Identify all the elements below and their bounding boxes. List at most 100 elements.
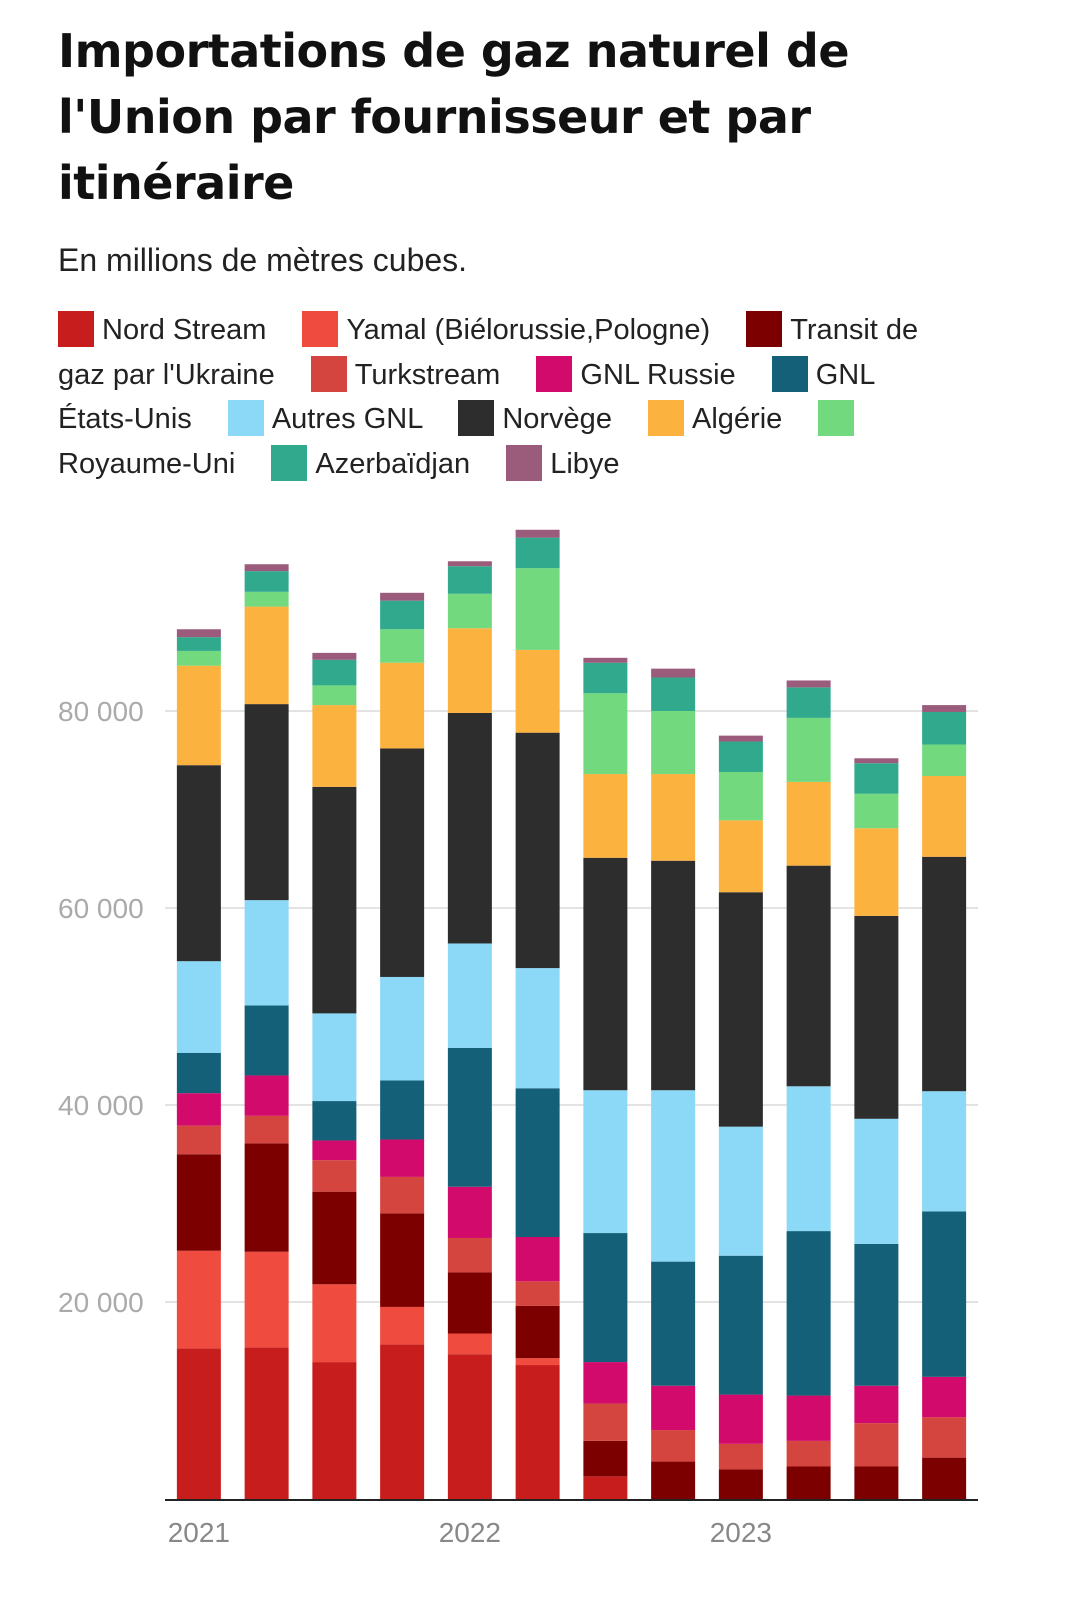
bar-segment-royaume-uni [786,717,831,782]
bar-segment-norvege [447,712,492,944]
bar-segment-libye [718,735,763,742]
bar-segment-turkstream [244,1115,289,1144]
bar-segment-turkstream [718,1443,763,1470]
legend-label: Norvège [502,403,612,435]
bar-segment-libye [515,529,560,538]
bar-segment-libye [176,629,221,638]
legend-label: GNL Russie [580,358,736,391]
bar-segment-autres-gnl [176,961,221,1053]
bar-segment-autres-gnl [583,1090,628,1234]
bar-segment-algerie [244,606,289,705]
legend-label: Autres GNL [271,403,423,435]
bar-segment-norvege [515,732,560,969]
bar-segment-royaume-uni [176,650,221,666]
bar-segment-nord-stream [583,1476,628,1499]
chart-subtitle: En millions de mètres cubes. [58,242,468,278]
bar-segment-libye [244,564,289,572]
y-tick-label: 80 000 [58,696,144,727]
bar-segment-norvege [312,786,357,1014]
bar-segment-algerie [922,776,967,857]
bar-segment-gnl-etats-unis [786,1231,831,1396]
bar-segment-algerie [651,774,696,861]
legend-swatch [58,311,94,347]
legend-item-royaume-uni: Royaume-Uni [58,400,862,480]
bar-stack [176,629,221,1499]
bar-segment-algerie [718,820,763,893]
bar-segment-royaume-uni [854,793,899,829]
bar-segment-algerie [515,649,560,733]
legend-label: Algérie [692,403,783,435]
bar-segment-autres-gnl [380,976,425,1081]
legend-item-yamal-bielorussie-pologne: Yamal (Biélorussie,Pologne) [302,311,710,347]
bar-segment-gnl-russie [922,1376,967,1418]
bar-segment-turkstream [651,1430,696,1462]
bar-segment-royaume-uni [583,693,628,775]
bar-segment-autres-gnl [312,1013,357,1102]
bar-segment-royaume-uni [447,593,492,629]
legend-swatch [818,400,855,436]
bar-segment-nord-stream [176,1348,221,1499]
legend-swatch [310,355,347,392]
x-tick-label: 2022 [439,1517,501,1548]
bar-segment-yamal-bielorussie-pologne [380,1306,425,1345]
chart-legend: Nord Stream Yamal (Biélorussie,Pologne) … [58,308,958,486]
bar-segment-algerie [176,665,221,766]
bar-segment-transit-de-gaz-par-l-ukraine [312,1191,357,1285]
bar-segment-royaume-uni [380,629,425,663]
bar-segment-azerbaidjan [447,566,492,594]
bar-segment-royaume-uni [244,591,289,607]
bar-stack [244,564,289,1499]
bar-segment-autres-gnl [244,900,289,1006]
bar-segment-yamal-bielorussie-pologne [176,1250,221,1349]
legend-swatch [302,311,339,347]
bar-segment-libye [583,657,628,663]
bar-segment-royaume-uni [651,711,696,775]
bar-segment-royaume-uni [312,685,357,706]
bar-segment-transit-de-gaz-par-l-ukraine [718,1469,763,1499]
bar-segment-gnl-etats-unis [922,1211,967,1377]
bar-segment-autres-gnl [854,1118,899,1244]
bar-segment-libye [786,680,831,688]
legend-swatch [771,355,808,392]
legend-item-transit-de-gaz-par-l-ukraine: Transit de gaz par l'Ukraine [58,311,918,391]
legend-swatch [746,311,783,347]
bar-segment-gnl-russie [651,1385,696,1431]
bar-segment-turkstream [854,1423,899,1467]
bar-segment-norvege [651,860,696,1091]
legend-label: Azerbaïdjan [315,447,471,480]
y-tick-label: 40 000 [58,1090,144,1121]
bar-segment-algerie [380,662,425,749]
bar-segment-transit-de-gaz-par-l-ukraine [786,1466,831,1499]
bar-segment-gnl-etats-unis [515,1088,560,1237]
bar-segment-gnl-russie [583,1362,628,1404]
bar-segment-norvege [718,892,763,1127]
bar-stack [447,561,492,1499]
bar-segment-azerbaidjan [380,600,425,630]
bar-stack [312,652,357,1499]
bar-segment-algerie [447,628,492,713]
bar-segment-transit-de-gaz-par-l-ukraine [583,1440,628,1477]
bar-segment-algerie [786,781,831,866]
bar-segment-transit-de-gaz-par-l-ukraine [447,1272,492,1334]
bar-segment-nord-stream [244,1347,289,1499]
bar-segment-libye [312,652,357,660]
bar-segment-turkstream [922,1417,967,1458]
bar-segment-azerbaidjan [515,537,560,569]
bar-segment-gnl-etats-unis [380,1080,425,1140]
bar-stack [854,758,899,1499]
legend-swatch [648,400,685,436]
bar-segment-transit-de-gaz-par-l-ukraine [854,1466,899,1499]
legend-label: Nord Stream [102,314,267,346]
legend-item-libye: Libye [506,444,620,481]
chart-title: Importations de gaz naturel de l'Union p… [58,24,850,210]
bar-stack [922,705,967,1499]
bar-stack [786,680,831,1499]
bar-segment-royaume-uni [718,772,763,821]
bar-segment-transit-de-gaz-par-l-ukraine [176,1154,221,1251]
bar-segment-yamal-bielorussie-pologne [312,1284,357,1363]
bar-segment-yamal-bielorussie-pologne [447,1333,492,1355]
bar-segment-gnl-russie [718,1394,763,1444]
bar-segment-azerbaidjan [583,662,628,694]
bar-segment-autres-gnl [922,1091,967,1212]
bar-segment-nord-stream [447,1354,492,1499]
